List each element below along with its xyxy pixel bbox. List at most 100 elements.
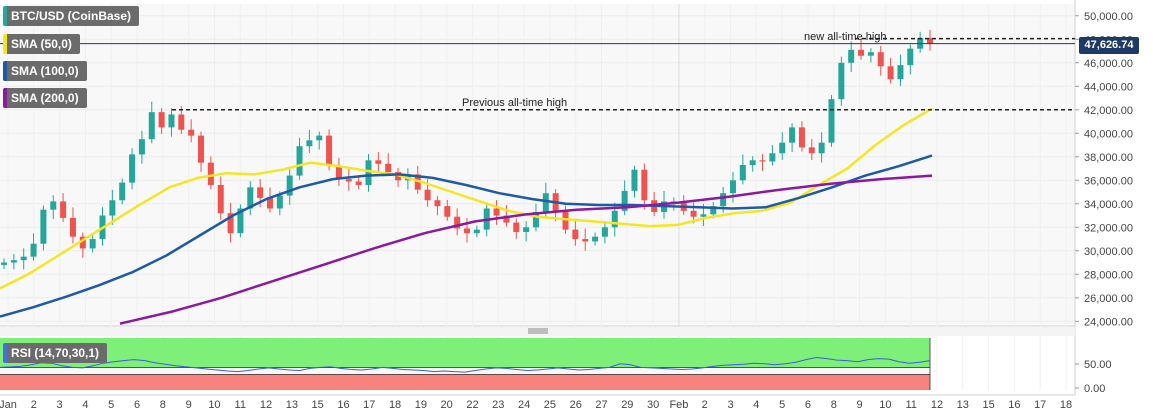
candle[interactable] [562, 212, 569, 230]
candle[interactable] [532, 212, 539, 228]
candle[interactable] [690, 210, 697, 217]
candle[interactable] [858, 49, 865, 56]
candle[interactable] [30, 243, 37, 257]
candle[interactable] [867, 52, 874, 56]
sma-line-50[interactable] [0, 107, 933, 290]
candle[interactable] [375, 160, 382, 164]
candle[interactable] [207, 162, 214, 185]
candle[interactable] [641, 169, 648, 201]
candle[interactable] [601, 227, 608, 237]
candle[interactable] [779, 142, 786, 154]
candle[interactable] [296, 146, 303, 176]
candle[interactable] [198, 135, 205, 163]
candle[interactable] [385, 163, 392, 173]
candle[interactable] [10, 260, 17, 263]
candle[interactable] [424, 189, 431, 201]
candle[interactable] [237, 208, 244, 234]
candle[interactable] [266, 197, 273, 209]
candle[interactable] [168, 114, 175, 128]
candle[interactable] [335, 166, 342, 180]
time-tick-label: 6 [805, 399, 811, 411]
candle[interactable] [227, 213, 234, 234]
candle[interactable] [326, 135, 333, 167]
candle[interactable] [69, 217, 76, 237]
candle[interactable] [621, 190, 628, 211]
candle[interactable] [907, 48, 914, 66]
candle[interactable] [720, 193, 727, 207]
candle[interactable] [286, 175, 293, 196]
legend-sma-200[interactable]: SMA (200,0) [3, 88, 87, 108]
rsi-line[interactable] [0, 356, 931, 373]
candle[interactable] [503, 215, 510, 223]
candle[interactable] [818, 142, 825, 154]
candle[interactable] [464, 228, 470, 234]
candle[interactable] [592, 236, 599, 242]
time-tick-label: 17 [363, 399, 375, 411]
candle[interactable] [60, 201, 67, 218]
candle[interactable] [444, 206, 451, 217]
candle[interactable] [848, 49, 855, 63]
candle[interactable] [257, 187, 264, 198]
candle[interactable] [247, 187, 254, 209]
candle[interactable] [40, 209, 47, 244]
candle[interactable] [217, 184, 224, 214]
candle[interactable] [454, 216, 461, 229]
candle[interactable] [473, 229, 480, 234]
candle[interactable] [582, 239, 589, 242]
candle[interactable] [572, 229, 579, 240]
candle[interactable] [749, 160, 756, 165]
candle[interactable] [434, 200, 441, 207]
candle[interactable] [276, 195, 283, 209]
candle[interactable] [700, 214, 707, 217]
legend-sma-50[interactable]: SMA (50,0) [3, 34, 80, 54]
legend-sma-100[interactable]: SMA (100,0) [3, 61, 87, 81]
time-tick-label: 5 [108, 399, 114, 411]
candle[interactable] [710, 206, 717, 215]
price-tick-label: 24,000.00 [1084, 316, 1133, 328]
candle[interactable] [345, 179, 352, 182]
candle[interactable] [927, 38, 933, 44]
sma-line-100[interactable] [0, 154, 933, 318]
time-tick-label: 15 [312, 399, 324, 411]
candle[interactable] [148, 112, 155, 140]
candle[interactable] [513, 222, 520, 232]
candle[interactable] [20, 256, 27, 261]
candle[interactable] [759, 160, 766, 162]
candle[interactable] [808, 147, 815, 154]
candle[interactable] [877, 52, 884, 67]
candle[interactable] [631, 169, 638, 191]
candle[interactable] [789, 127, 796, 143]
candle[interactable] [89, 239, 96, 249]
legend-btcusd[interactable]: BTC/USD (CoinBase) [3, 6, 140, 26]
candle[interactable] [828, 99, 835, 143]
candle[interactable] [355, 181, 362, 185]
candle[interactable] [129, 154, 136, 183]
candle[interactable] [119, 182, 126, 201]
candle[interactable] [838, 62, 845, 100]
candle[interactable] [739, 165, 746, 181]
candle[interactable] [493, 208, 500, 216]
candle[interactable] [109, 200, 116, 216]
candle[interactable] [188, 129, 195, 136]
candle[interactable] [79, 236, 86, 249]
plot-area[interactable] [0, 4, 1075, 326]
candle[interactable] [887, 66, 894, 80]
candle[interactable] [50, 201, 57, 210]
candle[interactable] [798, 127, 805, 148]
candle[interactable] [316, 135, 323, 141]
candle[interactable] [306, 140, 313, 147]
legend-rsi[interactable]: RSI (14,70,30,1) [3, 343, 108, 363]
candle[interactable] [523, 227, 530, 232]
candle[interactable] [729, 180, 736, 194]
candle[interactable] [769, 153, 776, 162]
candle[interactable] [138, 139, 145, 155]
sma-line-200[interactable] [119, 174, 933, 325]
candle[interactable] [178, 114, 185, 130]
candle[interactable] [1, 262, 7, 265]
candle[interactable] [542, 193, 549, 213]
candle[interactable] [897, 65, 904, 80]
candle[interactable] [611, 210, 618, 228]
candle[interactable] [158, 112, 165, 128]
candle[interactable] [365, 160, 372, 185]
